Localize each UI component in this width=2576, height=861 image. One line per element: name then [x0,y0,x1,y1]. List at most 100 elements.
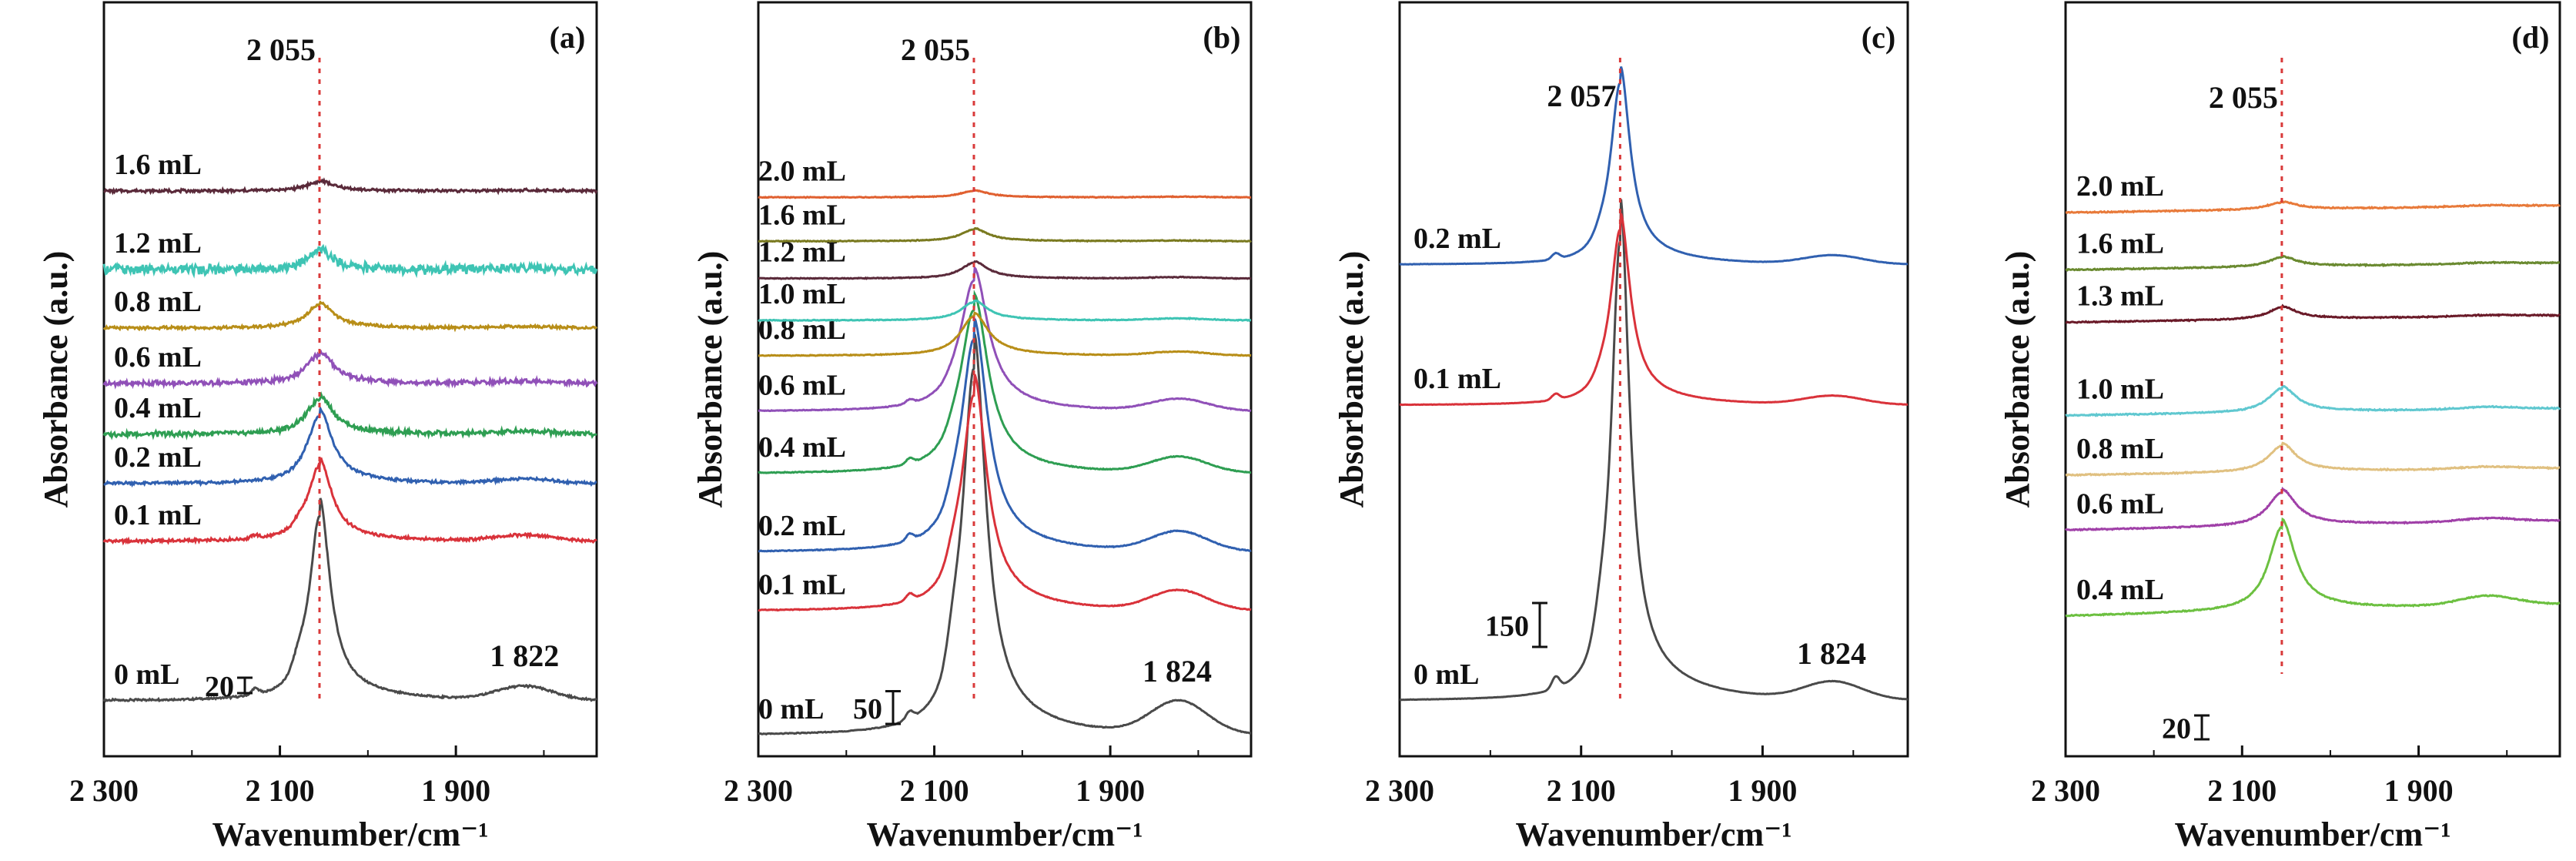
series-label: 0.6 mL [758,369,846,401]
series-line-1-0-mL [2065,384,2561,417]
series-line-0-6-mL [102,350,598,390]
scale-bar-label: 20 [2162,713,2191,745]
secondary-peak-label: 1 824 [1797,636,1866,671]
x-axis-title: Wavenumber/cm⁻¹ [2174,816,2451,853]
x-tick-label: 1 900 [421,773,490,808]
series-line-1-2-mL [102,243,598,279]
y-axis-title: Absorbance (a.u.) [691,251,729,508]
plot-frame [757,1,1253,758]
series-label: 1.2 mL [114,227,202,260]
x-axis-title: Wavenumber/cm⁻¹ [866,816,1142,853]
series-label: 0 mL [114,658,180,691]
series-line-1-6-mL [2065,254,2561,272]
series-label: 0.4 mL [758,431,846,464]
series-label: 0.2 mL [758,510,846,542]
secondary-peak-label: 1 824 [1142,654,1212,688]
series-label: 1.6 mL [758,199,846,231]
series-line-0-1-mL [758,374,1252,612]
series-line-1-6-mL [103,177,598,196]
plot-frame [102,1,598,758]
scale-bar-label: 50 [853,693,882,725]
series-label: 0.4 mL [114,392,202,424]
panel-b: 2 300 2 100 1 900 Wavenumber/cm⁻¹ Absorbance… [691,1,1253,853]
x-tick-label: 2 100 [1547,773,1616,808]
series-label: 0.4 mL [2076,574,2164,606]
scale-bar-label: 150 [1485,611,1529,643]
peak-label: 2 055 [901,32,970,67]
series-label: 0.1 mL [114,499,202,531]
peak-label: 2 055 [2209,80,2278,115]
peak-label: 2 055 [246,32,316,67]
series-line-0-4-mL [758,290,1252,474]
plot-frame [2064,1,2561,758]
series-line-0-2-mL [1399,66,1909,266]
y-axis-title: Absorbance (a.u.) [37,251,75,508]
series-label: 0.1 mL [1413,363,1501,395]
series-label: 0.1 mL [758,569,846,601]
series-line-1-3-mL [2065,303,2561,324]
series-line-1-2-mL [758,260,1252,280]
panel-d: 2 300 2 100 1 900 Wavenumber/cm⁻¹ Absorbance… [1999,1,2561,853]
x-tick-label: 1 900 [1728,773,1797,808]
series-line-0-6-mL [758,264,1252,413]
series-line-0-8-mL [2065,441,2561,477]
x-tick-label: 1 900 [2384,773,2454,808]
series-line-1-6-mL [758,226,1252,243]
series-line-0-4-mL [2065,517,2561,618]
series-label: 0.2 mL [1413,223,1501,255]
series-line-2-0-mL [758,188,1252,199]
x-tick-label: 2 100 [246,773,315,808]
series-label: 0.6 mL [114,341,202,374]
series-line-0-1-mL [102,457,597,546]
panel-c: 2 300 2 100 1 900 Wavenumber/cm⁻¹ Absorbance… [1333,1,1909,853]
series-line-0-mL [1400,199,1909,702]
secondary-peak-label: 1 822 [490,638,559,673]
y-axis-title: Absorbance (a.u.) [1333,251,1370,508]
series-line-0-1-mL [1399,213,1909,407]
series-label: 1.3 mL [2076,280,2164,313]
series-label: 2.0 mL [758,155,846,187]
series-label: 0.6 mL [2076,487,2164,520]
series-line-0-8-mL [102,300,598,333]
series-label: 1.6 mL [114,149,202,181]
series-line-0-mL [102,498,597,703]
series-line-0-2-mL [758,318,1252,553]
panel-tag: (a) [550,20,586,55]
plot-frame [1398,1,1909,758]
panel-a: 2 300 2 100 1 900 Wavenumber/cm⁻¹ Absorbance… [37,1,598,853]
x-tick-label: 2 300 [1365,773,1434,808]
series-label: 0.8 mL [758,313,846,346]
series-line-2-0-mL [2065,199,2561,215]
series-label: 0.8 mL [114,286,202,318]
series-label: 1.6 mL [2076,228,2164,260]
series-label: 1.0 mL [2076,374,2164,406]
series-line-1-0-mL [758,300,1251,323]
panel-tag: (b) [1203,20,1241,55]
x-tick-label: 2 100 [2207,773,2277,808]
series-label: 0 mL [758,693,825,725]
scale-bar-label: 20 [205,671,234,703]
series-label: 2.0 mL [2076,170,2164,203]
x-tick-label: 2 300 [724,773,793,808]
panel-tag: (d) [2512,20,2550,55]
series-label: 1.0 mL [758,278,846,310]
x-axis-title: Wavenumber/cm⁻¹ [1515,816,1791,853]
series-line-0-4-mL [102,391,597,441]
series-label: 0 mL [1413,658,1480,691]
series-label: 0.8 mL [2076,433,2164,465]
x-tick-label: 2 300 [69,773,139,808]
series-line-0-8-mL [758,311,1252,357]
series-label: 0.2 mL [114,441,202,474]
panel-tag: (c) [1862,20,1895,55]
series-line-0-mL [758,333,1251,736]
series-line-0-6-mL [2064,487,2561,532]
peak-label: 2 057 [1547,79,1616,113]
y-axis-title: Absorbance (a.u.) [1999,251,2036,508]
x-axis-title: Wavenumber/cm⁻¹ [212,816,488,853]
x-tick-label: 2 300 [2031,773,2100,808]
x-tick-label: 1 900 [1076,773,1145,808]
x-tick-label: 2 100 [900,773,969,808]
series-line-0-2-mL [103,404,597,488]
